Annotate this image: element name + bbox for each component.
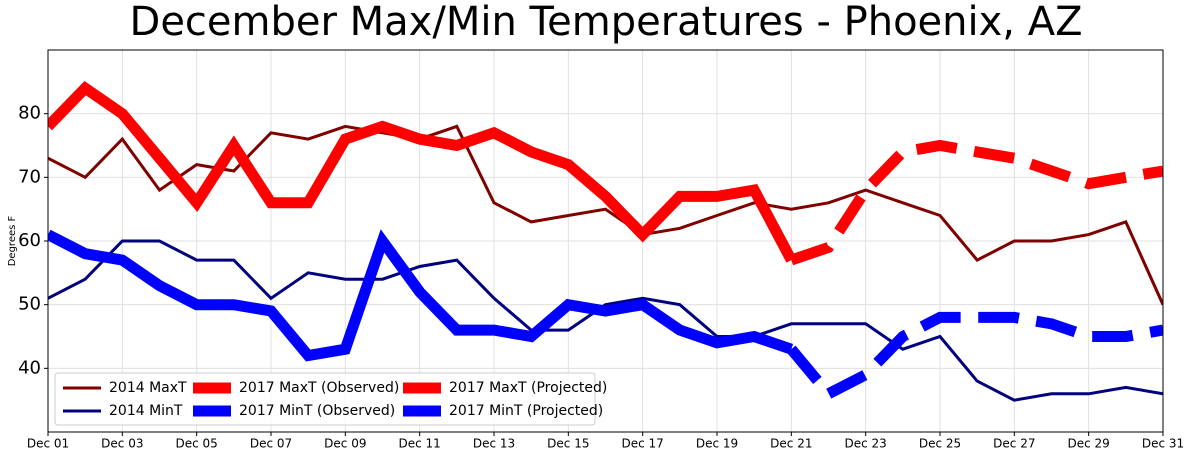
x-tick-label: Dec 05 <box>176 437 218 451</box>
y-tick-label: 40 <box>18 357 41 378</box>
legend-box <box>54 372 596 426</box>
x-tick-label: Dec 29 <box>1068 437 1110 451</box>
legend-label: 2017 MaxT (Observed) <box>239 380 399 396</box>
x-tick-label: Dec 01 <box>27 437 69 451</box>
series-line <box>48 239 1163 402</box>
x-tick-label: Dec 21 <box>770 437 812 451</box>
x-tick-label: Dec 07 <box>250 437 292 451</box>
x-tick-label: Dec 03 <box>101 437 143 451</box>
series-line <box>789 139 1163 266</box>
x-tick-label: Dec 25 <box>919 437 961 451</box>
legend-label: 2017 MinT (Observed) <box>239 403 395 419</box>
series-line <box>48 81 797 263</box>
x-tick-label: Dec 31 <box>1142 437 1184 451</box>
x-tick-label: Dec 11 <box>399 437 441 451</box>
chart-title: December Max/Min Temperatures - Phoenix,… <box>130 0 1083 45</box>
x-tick-label: Dec 09 <box>324 437 366 451</box>
plot-lines <box>48 81 1163 402</box>
legend-label: 2017 MinT (Projected) <box>449 403 603 419</box>
legend-label: 2014 MaxT <box>109 380 187 396</box>
x-tick-label: Dec 17 <box>622 437 664 451</box>
x-tick-label: Dec 27 <box>993 437 1035 451</box>
y-tick-label: 50 <box>18 294 41 315</box>
series-line <box>48 229 794 362</box>
series-line <box>48 124 1163 306</box>
x-tick-label: Dec 19 <box>696 437 738 451</box>
x-tick-label: Dec 13 <box>473 437 515 451</box>
y-axis-label: Degrees F <box>7 215 18 266</box>
legend-label: 2017 MaxT (Projected) <box>449 380 607 396</box>
x-tick-label: Dec 23 <box>845 437 887 451</box>
plot-frame <box>47 49 1164 433</box>
series-line <box>787 311 1163 401</box>
legend-label: 2014 MinT <box>109 403 183 419</box>
y-tick-label: 70 <box>18 166 41 187</box>
y-tick-label: 80 <box>18 103 41 124</box>
y-tick-label: 60 <box>18 230 41 251</box>
x-tick-label: Dec 15 <box>547 437 589 451</box>
